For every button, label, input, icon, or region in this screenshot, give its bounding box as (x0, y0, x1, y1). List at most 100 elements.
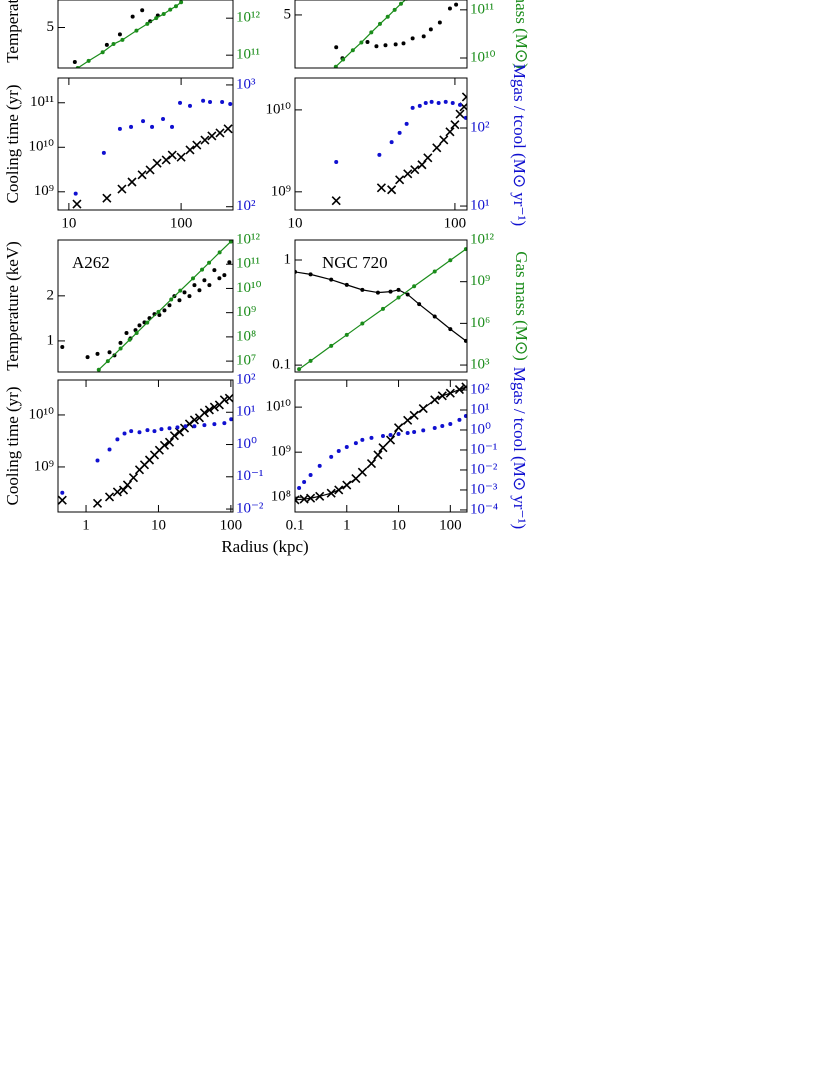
cross-marker (189, 415, 200, 425)
dot-marker (344, 445, 349, 450)
cross-marker (209, 402, 219, 412)
dot-marker (428, 27, 433, 32)
dot-marker (100, 50, 105, 55)
dot-marker (129, 124, 134, 129)
y2-tick-label: 10¹ (470, 197, 490, 213)
dot-marker (107, 447, 112, 452)
dot-marker (463, 115, 467, 120)
dot-marker (432, 425, 437, 430)
y-tick-label: 10¹¹ (30, 94, 54, 110)
cross-marker (72, 199, 82, 209)
cross-marker (432, 143, 442, 153)
dot-marker (95, 458, 100, 463)
dot-marker (448, 421, 453, 426)
dot-marker (137, 430, 142, 435)
dot-marker (187, 294, 192, 299)
dot-marker (134, 330, 139, 335)
series-line (295, 271, 467, 342)
y-tick-label: 10⁸ (271, 489, 291, 505)
dot-marker (159, 427, 164, 432)
y2-tick-label: 10⁻¹ (470, 441, 497, 457)
dot-marker (380, 433, 385, 438)
y-tick-label: 10⁹ (34, 458, 54, 474)
dot-marker (385, 14, 390, 19)
dot-marker (217, 276, 222, 281)
plot-area (58, 393, 233, 508)
y2-tick-label: 10² (470, 119, 490, 135)
x-tick-label: 10 (288, 215, 303, 231)
dot-marker (297, 485, 302, 490)
cross-marker (167, 150, 177, 160)
x-tick-label: 10 (391, 517, 406, 533)
dot-marker (137, 323, 142, 328)
series-line (77, 1, 182, 68)
y2-tick-label: 10⁶ (470, 315, 490, 331)
dot-marker (152, 429, 157, 434)
dot-marker (212, 422, 217, 427)
dot-marker (117, 32, 122, 37)
plot-frame (294, 239, 468, 373)
dot-marker (118, 340, 123, 345)
series-line (98, 241, 232, 371)
dot-marker (104, 42, 109, 47)
cross-marker (366, 458, 377, 469)
dot-marker (154, 16, 159, 21)
x-tick-label: 100 (170, 215, 193, 231)
series-line (295, 386, 467, 501)
dot-marker (192, 283, 197, 288)
y2-tick-label: 10¹¹ (470, 1, 494, 17)
dot-marker (111, 42, 116, 47)
cross-marker (403, 415, 413, 425)
dot-marker (377, 152, 382, 157)
cross-marker (403, 169, 413, 179)
dot-marker (463, 247, 467, 252)
dot-marker (95, 351, 100, 356)
dot-marker (405, 430, 410, 435)
y2-axis-label: Mgas / tcool (M⊙ yr⁻¹) (510, 367, 529, 529)
cross-marker (450, 120, 460, 130)
cross-marker (373, 450, 383, 460)
y-tick-label: 1 (47, 332, 55, 348)
dot-marker (410, 36, 415, 41)
y2-tick-label: 10⁻¹ (236, 468, 263, 484)
dot-marker (329, 277, 334, 282)
x-tick-label: 1 (343, 517, 351, 533)
y-tick-label: 0.1 (272, 357, 291, 373)
dot-marker (167, 426, 172, 431)
plot-frame (294, 77, 468, 211)
x-tick-label: 100 (439, 517, 462, 533)
dot-marker (375, 290, 380, 295)
dot-marker (122, 431, 127, 436)
cross-marker (92, 498, 103, 508)
cross-marker (152, 158, 162, 168)
dot-marker (105, 359, 110, 364)
plot-frame (57, 0, 234, 69)
dot-marker (73, 191, 78, 196)
plot-frame (57, 239, 234, 373)
cross-marker (326, 488, 336, 498)
plot-frame (57, 77, 234, 211)
dot-marker (334, 45, 339, 50)
dot-marker (208, 99, 213, 104)
dot-marker (359, 40, 364, 45)
dot-marker (353, 441, 358, 446)
dot-marker (222, 421, 227, 426)
dot-marker (450, 101, 455, 106)
dot-marker (134, 28, 139, 33)
dot-marker (86, 58, 91, 63)
dot-marker (344, 332, 349, 337)
y-tick-label: 10⁹ (34, 183, 54, 199)
y2-tick-label: 10² (236, 198, 256, 214)
dot-marker (429, 99, 434, 104)
dot-marker (417, 302, 422, 307)
y-tick-label: 1 (284, 251, 292, 267)
dot-marker (115, 437, 120, 442)
cross-marker (207, 131, 217, 141)
dot-marker (170, 124, 175, 129)
y2-axis-label: Gas mass (M⊙) (512, 251, 531, 361)
panel-title: A262 (72, 253, 110, 272)
y2-tick-label: 10¹¹ (236, 256, 260, 272)
dot-marker (421, 428, 426, 433)
cross-marker (445, 127, 455, 137)
